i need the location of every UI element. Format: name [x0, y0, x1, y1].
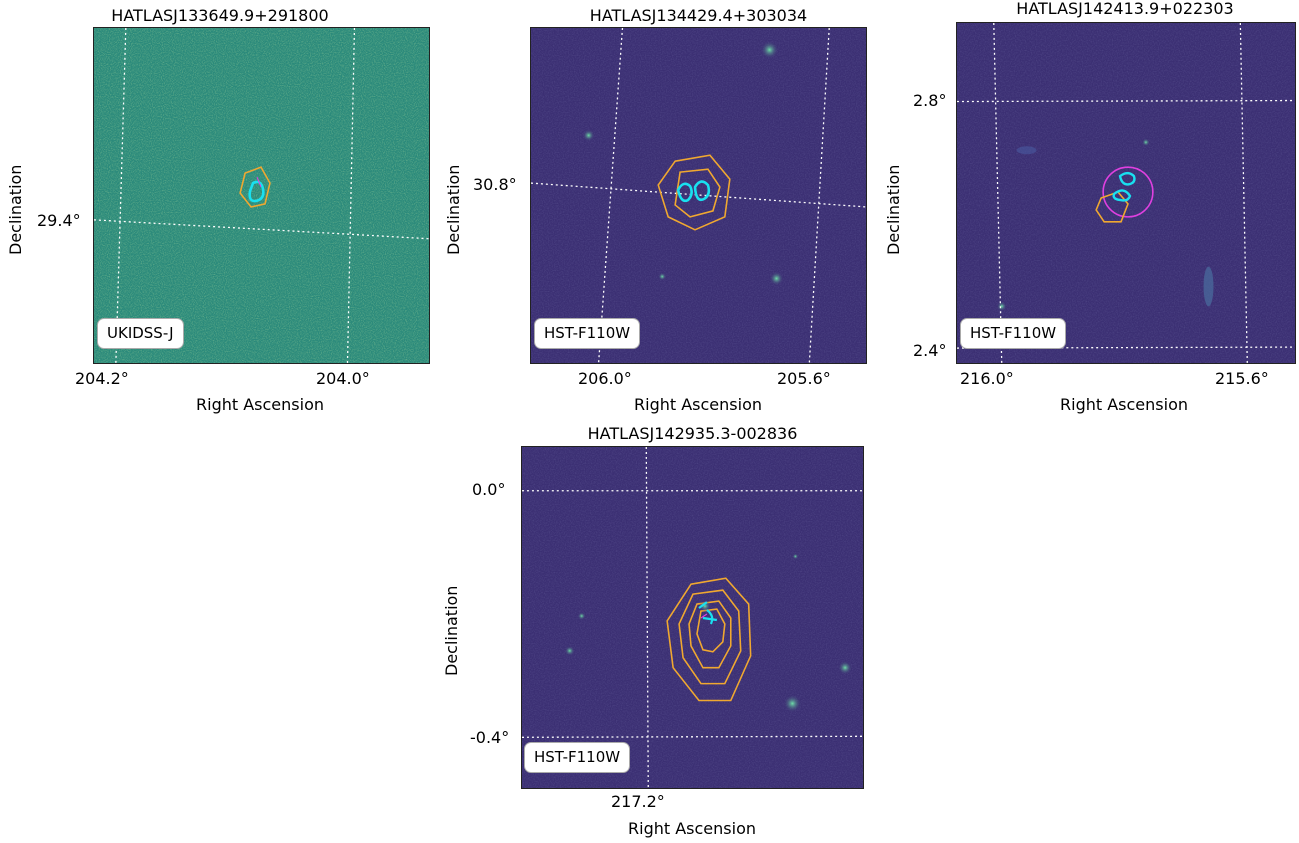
hst-cutout-image: [530, 27, 867, 364]
hst-cutout-image: [521, 446, 864, 789]
x-tick: 204.0°: [316, 369, 370, 388]
y-tick: 29.4°: [37, 211, 81, 230]
y-axis-label: Declination: [884, 164, 903, 255]
y-tick: 2.4°: [913, 341, 947, 360]
y-tick: -0.4°: [470, 728, 510, 747]
panel-title: HATLASJ142413.9+022303: [1016, 0, 1234, 18]
x-tick: 215.6°: [1215, 369, 1269, 388]
y-axis-label: Declination: [6, 164, 25, 255]
y-axis-label: Declination: [444, 164, 463, 255]
y-axis-label: Declination: [442, 585, 461, 676]
panel-2: HATLASJ134429.4+303034: [440, 0, 880, 420]
x-tick: 204.2°: [75, 369, 129, 388]
y-tick: 30.8°: [473, 175, 517, 194]
panel-1: HATLASJ133649.9+291800 UKIDSS-J 29.4: [0, 0, 440, 420]
panel-title: HATLASJ142935.3-002836: [587, 424, 798, 443]
x-axis-label: Right Ascension: [1060, 395, 1188, 414]
x-axis-label: Right Ascension: [628, 819, 756, 838]
x-tick: 205.6°: [777, 369, 831, 388]
panel-3: HATLASJ142413.9+022303: [880, 0, 1299, 420]
y-tick: 2.8°: [913, 91, 947, 110]
x-tick: 217.2°: [611, 792, 665, 811]
band-label: HST-F110W: [534, 318, 641, 349]
band-label: HST-F110W: [524, 742, 631, 773]
panel-4: HATLASJ142935.3-002836: [430, 420, 880, 843]
x-tick: 206.0°: [578, 369, 632, 388]
x-tick: 216.0°: [960, 369, 1014, 388]
x-axis-label: Right Ascension: [196, 395, 324, 414]
hst-cutout-image: [956, 22, 1296, 364]
x-axis-label: Right Ascension: [634, 395, 762, 414]
panel-title: HATLASJ134429.4+303034: [589, 6, 808, 25]
panel-title: HATLASJ133649.9+291800: [111, 6, 329, 25]
ukidss-cutout-image: [93, 27, 430, 364]
y-tick: 0.0°: [472, 480, 506, 499]
band-label: UKIDSS-J: [97, 318, 184, 349]
band-label: HST-F110W: [960, 318, 1067, 349]
